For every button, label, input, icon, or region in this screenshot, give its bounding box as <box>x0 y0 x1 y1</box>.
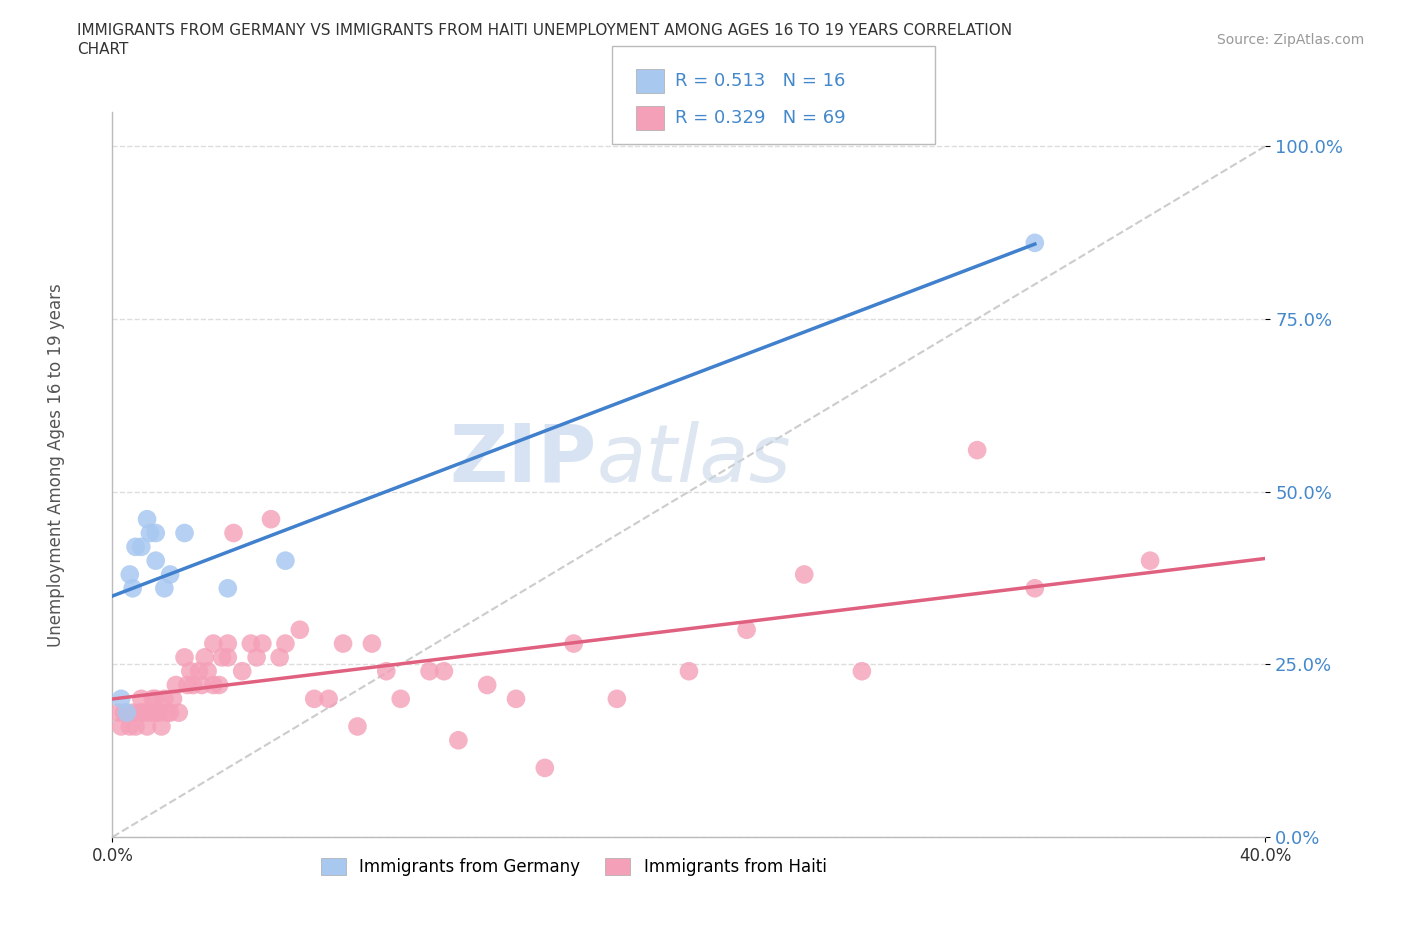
Point <box>162 691 184 706</box>
Point <box>191 678 214 693</box>
Point <box>389 691 412 706</box>
Point <box>360 636 382 651</box>
Point <box>1024 235 1046 250</box>
Point <box>447 733 470 748</box>
Point <box>121 581 143 596</box>
Point <box>124 539 146 554</box>
Point <box>176 678 198 693</box>
Point <box>194 650 217 665</box>
Point <box>217 581 239 596</box>
Point <box>188 664 211 679</box>
Point <box>318 691 340 706</box>
Point <box>735 622 758 637</box>
Point <box>433 664 456 679</box>
Point <box>129 691 153 706</box>
Point <box>202 636 225 651</box>
Point <box>167 705 190 720</box>
Point <box>211 650 233 665</box>
Point <box>562 636 585 651</box>
Point <box>134 705 156 720</box>
Point <box>288 622 311 637</box>
Text: R = 0.513   N = 16: R = 0.513 N = 16 <box>675 72 845 90</box>
Point <box>197 664 219 679</box>
Legend: Immigrants from Germany, Immigrants from Haiti: Immigrants from Germany, Immigrants from… <box>314 852 834 883</box>
Point <box>136 512 159 526</box>
Point <box>115 705 138 720</box>
Text: IMMIGRANTS FROM GERMANY VS IMMIGRANTS FROM HAITI UNEMPLOYMENT AMONG AGES 16 TO 1: IMMIGRANTS FROM GERMANY VS IMMIGRANTS FR… <box>77 23 1012 38</box>
Point <box>239 636 262 651</box>
Point <box>332 636 354 651</box>
Point <box>121 705 143 720</box>
Point <box>181 678 204 693</box>
Point <box>115 705 138 720</box>
Point <box>112 705 135 720</box>
Point <box>145 691 167 706</box>
Point <box>173 650 195 665</box>
Point <box>118 719 141 734</box>
Point <box>217 650 239 665</box>
Point <box>156 705 179 720</box>
Point <box>260 512 283 526</box>
Point <box>534 761 557 776</box>
Point <box>269 650 291 665</box>
Point <box>148 705 170 720</box>
Point <box>304 691 326 706</box>
Point <box>129 705 153 720</box>
Point <box>375 664 398 679</box>
Point <box>153 691 176 706</box>
Point <box>208 678 231 693</box>
Point <box>129 539 153 554</box>
Point <box>606 691 628 706</box>
Point <box>419 664 441 679</box>
Point <box>851 664 873 679</box>
Point <box>159 567 181 582</box>
Point <box>145 553 167 568</box>
Point <box>678 664 700 679</box>
Text: Unemployment Among Ages 16 to 19 years: Unemployment Among Ages 16 to 19 years <box>48 283 65 647</box>
Point <box>153 581 176 596</box>
Text: R = 0.329   N = 69: R = 0.329 N = 69 <box>675 109 845 127</box>
Point <box>1024 581 1046 596</box>
Point <box>231 664 253 679</box>
Text: ZIP: ZIP <box>450 420 596 498</box>
Point <box>150 719 173 734</box>
Point <box>110 719 132 734</box>
Point <box>202 678 225 693</box>
Point <box>136 719 159 734</box>
Point <box>346 719 368 734</box>
Point <box>222 525 245 540</box>
Point <box>107 705 129 720</box>
Point <box>139 525 162 540</box>
Point <box>1139 553 1161 568</box>
Point <box>179 664 201 679</box>
Point <box>127 705 149 720</box>
Point <box>159 705 181 720</box>
Text: Source: ZipAtlas.com: Source: ZipAtlas.com <box>1216 33 1364 46</box>
Point <box>475 678 499 693</box>
Point <box>274 636 297 651</box>
Point <box>252 636 274 651</box>
Point <box>142 691 165 706</box>
Text: CHART: CHART <box>77 42 129 57</box>
Text: atlas: atlas <box>596 420 792 498</box>
Point <box>139 705 162 720</box>
Point <box>173 525 195 540</box>
Point <box>966 443 988 458</box>
Point <box>145 705 167 720</box>
Point <box>246 650 269 665</box>
Point <box>165 678 187 693</box>
Point <box>217 636 239 651</box>
Point <box>118 567 141 582</box>
Point <box>274 553 297 568</box>
Point <box>124 719 146 734</box>
Point <box>505 691 527 706</box>
Point <box>793 567 815 582</box>
Point <box>145 525 167 540</box>
Point <box>110 691 132 706</box>
